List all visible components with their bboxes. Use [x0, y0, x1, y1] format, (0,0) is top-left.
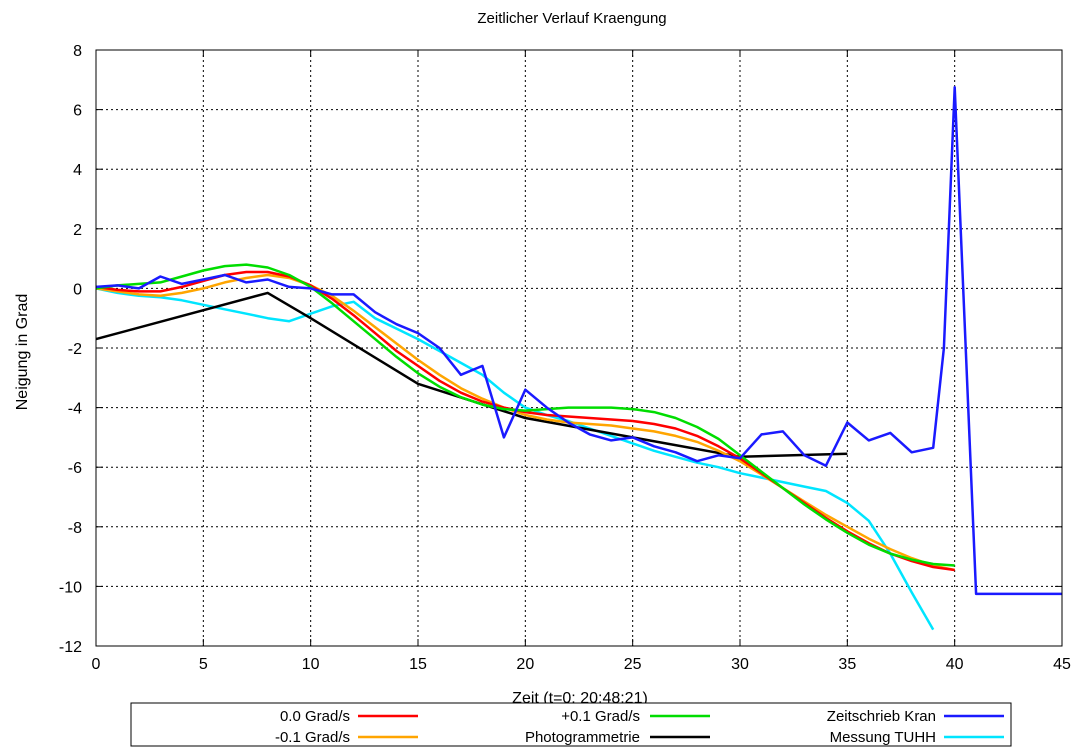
y-tick-label: -12 [59, 639, 82, 656]
legend-label: Messung TUHH [830, 729, 936, 746]
series-line [95, 287, 935, 631]
legend-label: +0.1 Grad/s [561, 708, 640, 725]
x-axis-ticks: 0 5 10 15 20 25 30 35 40 45 [92, 50, 1071, 673]
legend-label: Photogrammetrie [525, 729, 640, 746]
legend-label: -0.1 Grad/s [275, 729, 350, 746]
y-tick-label: -4 [68, 401, 82, 418]
legend-label: 0.0 Grad/s [280, 708, 350, 725]
x-tick-label: 10 [302, 656, 320, 673]
plot-frame [95, 49, 1063, 647]
y-tick-label: 6 [73, 103, 82, 120]
y-tick-label: 0 [73, 281, 82, 298]
y-tick-label: 8 [73, 43, 82, 60]
x-tick-label: 0 [92, 656, 101, 673]
x-tick-label: 20 [516, 656, 534, 673]
grid [96, 50, 1062, 646]
y-tick-label: -6 [68, 460, 82, 477]
x-tick-label: 40 [946, 656, 964, 673]
series-line [95, 263, 955, 567]
x-tick-label: 45 [1053, 656, 1071, 673]
x-tick-label: 5 [199, 656, 208, 673]
series-line [95, 86, 1062, 596]
y-tick-label: -10 [59, 579, 82, 596]
x-tick-label: 35 [838, 656, 856, 673]
y-tick-label: 4 [73, 162, 82, 179]
legend: 0.0 Grad/s +0.1 Grad/s Zeitschrieb Kran -0.… [275, 708, 1004, 746]
series-line [95, 291, 848, 459]
x-tick-label: 15 [409, 656, 427, 673]
y-tick-label: -8 [68, 520, 82, 537]
y-tick-label: 2 [73, 222, 82, 239]
chart-title: Zeitlicher Verlauf Kraengung [477, 10, 666, 27]
plot-series-lines [95, 86, 1062, 631]
y-axis-label: Neigung in Grad [14, 294, 31, 411]
legend-label: Zeitschrieb Kran [827, 708, 936, 725]
y-tick-label: -2 [68, 341, 82, 358]
x-tick-label: 30 [731, 656, 749, 673]
x-tick-label: 25 [624, 656, 642, 673]
legend-box [130, 702, 1012, 747]
y-axis-ticks: -12 -10 -8 -6 -4 -2 0 2 4 6 8 [59, 43, 1062, 656]
